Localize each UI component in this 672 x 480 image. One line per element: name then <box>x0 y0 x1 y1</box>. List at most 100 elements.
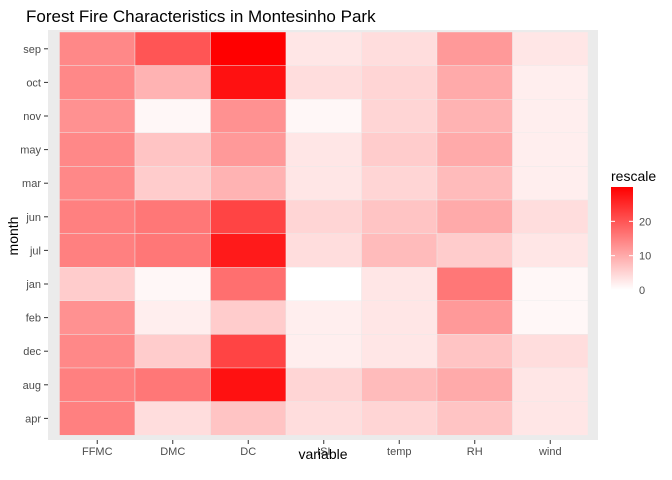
heatmap-cell-aug-DC <box>210 367 287 402</box>
heatmap-cell-jul-FFMC <box>59 233 136 268</box>
heatmap-cell-jul-DC <box>210 233 287 268</box>
y-tick-label-sep: sep <box>23 44 41 56</box>
heatmap-cell-nov-wind <box>512 98 589 133</box>
heatmap-cell-sep-wind <box>512 31 589 66</box>
heatmap-cell-aug-DMC <box>134 367 211 402</box>
heatmap-cell-jan-DMC <box>134 267 211 302</box>
heatmap-cell-apr-FFMC <box>59 401 136 436</box>
legend-tick-label: 0 <box>639 285 645 297</box>
y-tick-label-oct: oct <box>26 77 41 89</box>
heatmap-cell-oct-DC <box>210 65 287 100</box>
heatmap-cell-mar-RH <box>436 166 513 201</box>
legend: rescale 0 10 20 <box>611 168 656 297</box>
heatmap-cell-dec-RH <box>436 334 513 369</box>
heatmap-cell-apr-DMC <box>134 401 211 436</box>
heatmap-cell-apr-RH <box>436 401 513 436</box>
heatmap-cell-aug-FFMC <box>59 367 136 402</box>
heatmap-cell-may-DMC <box>134 132 211 167</box>
heatmap-cell-may-temp <box>361 132 438 167</box>
heatmap-cell-apr-ISI <box>285 401 362 436</box>
heatmap-cell-nov-ISI <box>285 98 362 133</box>
heatmap-cell-jan-FFMC <box>59 267 136 302</box>
heatmap-cell-dec-ISI <box>285 334 362 369</box>
heatmap-cell-dec-DC <box>210 334 287 369</box>
heatmap-cell-jan-RH <box>436 267 513 302</box>
heatmap-cells <box>59 31 589 436</box>
heatmap-cell-oct-DMC <box>134 65 211 100</box>
y-tick-label-jun: jun <box>25 212 41 224</box>
heatmap-cell-sep-DC <box>210 31 287 66</box>
heatmap-cell-feb-ISI <box>285 300 362 335</box>
heatmap-cell-apr-DC <box>210 401 287 436</box>
heatmap-cell-sep-RH <box>436 31 513 66</box>
x-tick-label-RH: RH <box>467 446 483 458</box>
chart-title: Forest Fire Characteristics in Montesinh… <box>26 7 376 26</box>
heatmap-cell-dec-temp <box>361 334 438 369</box>
heatmap-cell-jan-temp <box>361 267 438 302</box>
heatmap-cell-may-RH <box>436 132 513 167</box>
y-tick-label-mar: mar <box>22 178 41 190</box>
y-tick-label-nov: nov <box>23 111 41 123</box>
heatmap-cell-apr-wind <box>512 401 589 436</box>
heatmap-cell-jul-ISI <box>285 233 362 268</box>
heatmap-cell-jun-temp <box>361 199 438 234</box>
heatmap-cell-oct-FFMC <box>59 65 136 100</box>
heatmap-cell-mar-wind <box>512 166 589 201</box>
heatmap-cell-mar-ISI <box>285 166 362 201</box>
y-axis: sep oct nov may mar jun jul jan feb dec aug apr <box>20 44 48 425</box>
heatmap-cell-sep-ISI <box>285 31 362 66</box>
heatmap-cell-jun-FFMC <box>59 199 136 234</box>
heatmap-cell-nov-DC <box>210 98 287 133</box>
heatmap-cell-apr-temp <box>361 401 438 436</box>
heatmap-cell-nov-DMC <box>134 98 211 133</box>
x-tick-label-ISI: ISI <box>317 446 330 458</box>
heatmap-cell-aug-temp <box>361 367 438 402</box>
heatmap-cell-jul-DMC <box>134 233 211 268</box>
heatmap-cell-mar-FFMC <box>59 166 136 201</box>
x-tick-label-temp: temp <box>387 446 411 458</box>
y-tick-label-feb: feb <box>26 313 41 325</box>
heatmap-cell-oct-ISI <box>285 65 362 100</box>
heatmap-cell-may-ISI <box>285 132 362 167</box>
heatmap-cell-jul-wind <box>512 233 589 268</box>
heatmap-cell-mar-temp <box>361 166 438 201</box>
heatmap-cell-oct-wind <box>512 65 589 100</box>
y-tick-label-apr: apr <box>25 413 41 425</box>
y-tick-label-jan: jan <box>25 279 41 291</box>
heatmap-cell-sep-DMC <box>134 31 211 66</box>
heatmap-cell-may-FFMC <box>59 132 136 167</box>
x-tick-label-DMC: DMC <box>160 446 185 458</box>
legend-tick-label: 20 <box>639 216 651 228</box>
heatmap-cell-may-wind <box>512 132 589 167</box>
heatmap-cell-feb-DC <box>210 300 287 335</box>
heatmap-cell-jul-RH <box>436 233 513 268</box>
heatmap-cell-aug-RH <box>436 367 513 402</box>
heatmap-cell-jun-wind <box>512 199 589 234</box>
heatmap-cell-sep-temp <box>361 31 438 66</box>
heatmap-cell-jun-DC <box>210 199 287 234</box>
heatmap-cell-jan-DC <box>210 267 287 302</box>
heatmap-cell-feb-RH <box>436 300 513 335</box>
heatmap-cell-feb-temp <box>361 300 438 335</box>
legend-ticks: 0 10 20 <box>611 216 651 297</box>
x-tick-label-DC: DC <box>240 446 256 458</box>
heatmap-cell-nov-FFMC <box>59 98 136 133</box>
heatmap-cell-jun-DMC <box>134 199 211 234</box>
heatmap-cell-jun-RH <box>436 199 513 234</box>
y-tick-label-aug: aug <box>23 380 41 392</box>
heatmap-cell-dec-wind <box>512 334 589 369</box>
heatmap-cell-may-DC <box>210 132 287 167</box>
heatmap-cell-jan-wind <box>512 267 589 302</box>
y-axis-title: month <box>5 217 21 256</box>
heatmap-cell-mar-DC <box>210 166 287 201</box>
heatmap-cell-aug-ISI <box>285 367 362 402</box>
heatmap-cell-nov-RH <box>436 98 513 133</box>
heatmap-cell-jan-ISI <box>285 267 362 302</box>
legend-colorbar <box>611 187 633 290</box>
heatmap-cell-dec-FFMC <box>59 334 136 369</box>
y-tick-label-dec: dec <box>23 346 41 358</box>
heatmap-cell-dec-DMC <box>134 334 211 369</box>
heatmap-cell-feb-DMC <box>134 300 211 335</box>
heatmap-cell-oct-RH <box>436 65 513 100</box>
